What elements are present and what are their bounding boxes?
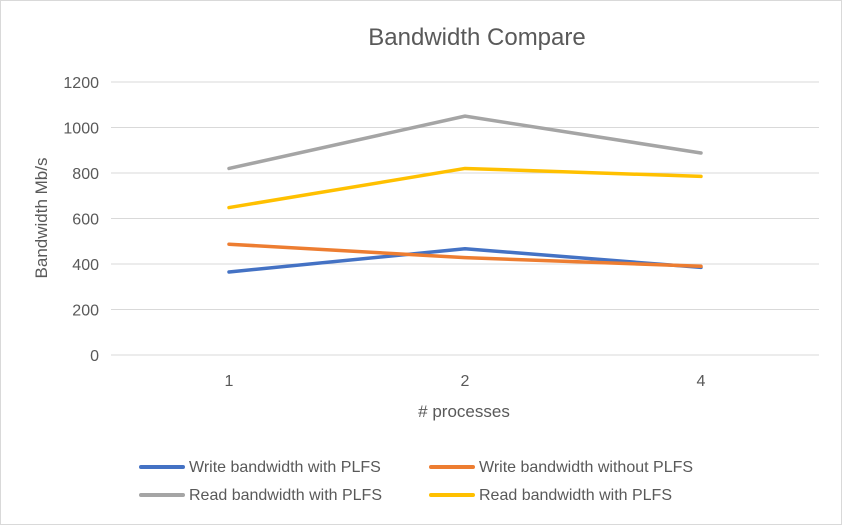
gridlines <box>111 81 819 356</box>
x-tick-label: 2 <box>461 373 470 390</box>
y-tick-label: 0 <box>90 348 99 365</box>
y-axis-ticks: 0 200 400 600 800 1000 1200 <box>63 75 99 365</box>
series-line-3 <box>227 114 703 171</box>
series-line-2 <box>227 242 703 269</box>
legend-item: Read bandwidth with PLFS <box>429 487 672 504</box>
series-line-4 <box>227 166 703 210</box>
legend-item: Read bandwidth with PLFS <box>139 487 382 504</box>
series-lines <box>227 114 703 274</box>
legend-item: Write bandwidth with PLFS <box>139 459 381 476</box>
legend-label: Read bandwidth with PLFS <box>479 487 672 504</box>
y-tick-label: 1200 <box>63 75 99 92</box>
y-axis-label: Bandwidth Mb/s <box>32 158 51 279</box>
y-tick-label: 1000 <box>63 121 99 138</box>
y-tick-label: 800 <box>72 166 99 183</box>
x-tick-label: 1 <box>225 373 234 390</box>
y-tick-label: 400 <box>72 257 99 274</box>
x-axis-label: # processes <box>418 402 510 421</box>
legend: Write bandwidth with PLFS Write bandwidth… <box>139 459 693 504</box>
series-line-1 <box>227 247 703 274</box>
legend-label: Write bandwidth without PLFS <box>479 459 693 476</box>
legend-label: Write bandwidth with PLFS <box>189 459 381 476</box>
x-tick-label: 4 <box>697 373 706 390</box>
y-tick-label: 600 <box>72 212 99 229</box>
chart-title: Bandwidth Compare <box>368 24 585 51</box>
x-axis-ticks: 1 2 4 <box>225 373 706 390</box>
y-tick-label: 200 <box>72 303 99 320</box>
legend-item: Write bandwidth without PLFS <box>429 459 693 476</box>
legend-label: Read bandwidth with PLFS <box>189 487 382 504</box>
